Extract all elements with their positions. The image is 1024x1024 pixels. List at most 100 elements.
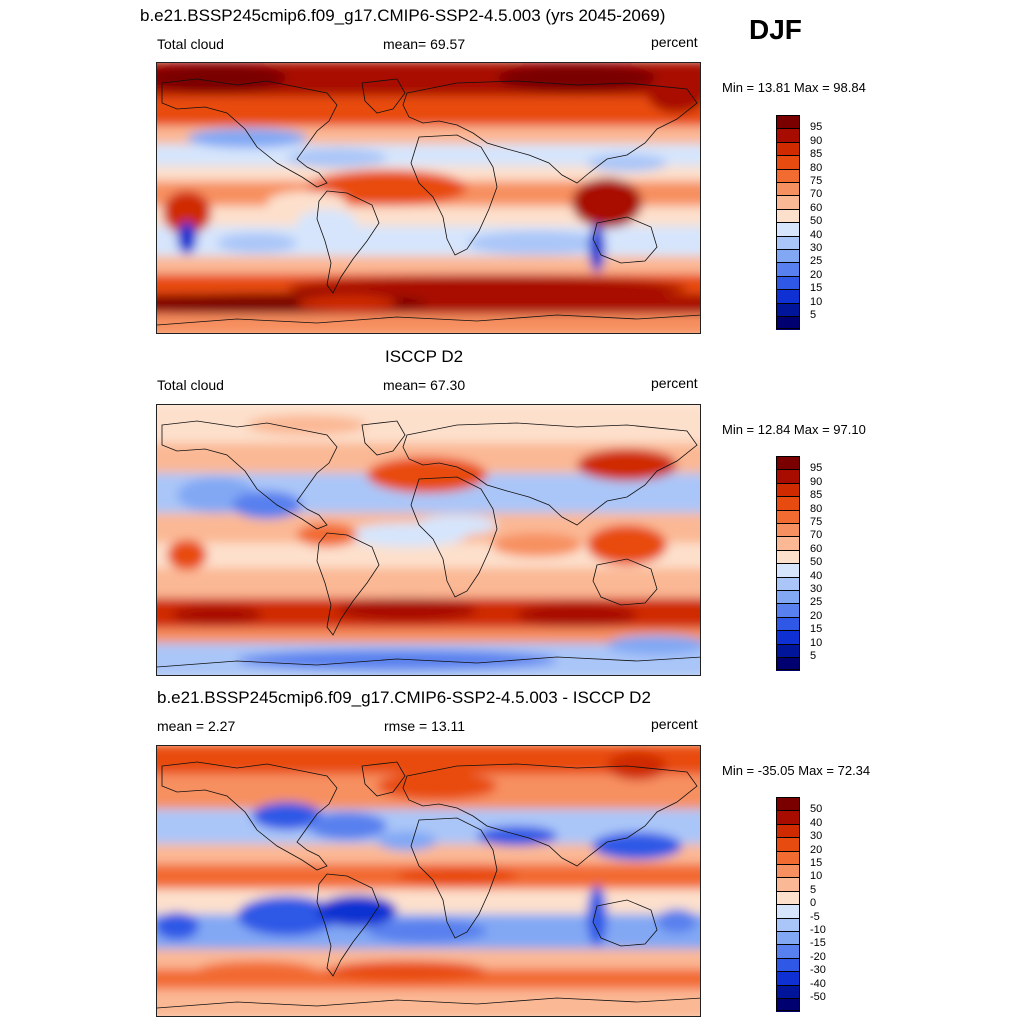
panel-2-units: percent bbox=[651, 375, 698, 391]
panel-3-minmax: Min = -35.05 Max = 72.34 bbox=[722, 763, 871, 778]
colorbar-label: 40 bbox=[810, 816, 823, 829]
colorbar-swatch bbox=[776, 643, 800, 658]
colorbar-swatch bbox=[776, 482, 800, 497]
cloud-blob bbox=[287, 148, 387, 168]
cloud-blob bbox=[587, 525, 667, 565]
cloud-blob bbox=[492, 533, 582, 557]
colorbar-swatch bbox=[776, 590, 800, 604]
colorbar-label: 20 bbox=[810, 268, 823, 281]
coastline bbox=[592, 899, 658, 947]
cloud-blob bbox=[297, 209, 357, 237]
panel-1-left-label: Total cloud bbox=[157, 36, 224, 52]
cloud-blob bbox=[647, 73, 700, 113]
coastline bbox=[161, 761, 338, 871]
coastline bbox=[410, 817, 498, 939]
panel-2-minmax: Min = 12.84 Max = 97.10 bbox=[722, 422, 866, 437]
cloud-blob bbox=[572, 178, 642, 228]
colorbar-swatch bbox=[776, 509, 800, 524]
colorbar-swatch bbox=[776, 496, 800, 511]
colorbar-swatch bbox=[776, 141, 800, 156]
coastlines bbox=[157, 78, 700, 326]
cloud-blob bbox=[232, 491, 302, 519]
colorbar-swatch bbox=[776, 810, 800, 825]
cloud-band bbox=[157, 989, 700, 1016]
cloud-band bbox=[157, 568, 700, 602]
colorbar-swatch bbox=[776, 222, 800, 237]
panel-1-map-svg bbox=[157, 63, 700, 333]
colorbar-label: 40 bbox=[810, 228, 823, 241]
colorbar-label: 0 bbox=[810, 897, 817, 910]
cloud-blob bbox=[587, 886, 607, 946]
colorbar-swatch bbox=[776, 984, 800, 999]
colorbar-label: 15 bbox=[810, 282, 823, 295]
cloud-blob bbox=[247, 415, 367, 435]
panel-3-rmse: rmse = 13.11 bbox=[384, 718, 466, 734]
colorbar-label: 70 bbox=[810, 529, 823, 542]
cloud-blob bbox=[177, 222, 197, 254]
coastline bbox=[161, 420, 338, 530]
cloud-blob bbox=[187, 128, 307, 148]
colorbar-swatch bbox=[776, 837, 800, 852]
colorbar-label: 30 bbox=[810, 242, 823, 254]
coastline bbox=[410, 476, 498, 598]
cloud-blob bbox=[157, 912, 199, 940]
colorbar-label: 85 bbox=[810, 489, 823, 502]
cloud-blob bbox=[397, 866, 517, 886]
cloud-blob bbox=[307, 170, 467, 206]
cloud-blob bbox=[607, 635, 700, 655]
colorbar-swatch bbox=[776, 797, 800, 811]
coastline bbox=[592, 216, 658, 264]
cloud-band bbox=[157, 96, 700, 130]
coastline bbox=[316, 190, 380, 294]
colorbar-label: 80 bbox=[810, 502, 823, 515]
coastline bbox=[402, 763, 698, 867]
cloud-blob bbox=[367, 919, 487, 943]
cloud-blob bbox=[607, 752, 667, 780]
panel-2-mean: mean= 67.30 bbox=[383, 377, 466, 393]
colorbar-swatch bbox=[776, 917, 800, 932]
panel-1-units: percent bbox=[651, 34, 698, 50]
coastline bbox=[316, 532, 380, 636]
colorbar-swatch bbox=[776, 850, 800, 865]
colorbar-swatch bbox=[776, 549, 800, 564]
colorbar-label: 5 bbox=[810, 883, 817, 896]
colorbar-label: 85 bbox=[810, 148, 823, 161]
colorbar-label: 30 bbox=[810, 583, 823, 595]
cloud-blob bbox=[377, 772, 497, 800]
colorbar-label: 40 bbox=[810, 569, 823, 582]
colorbar-label: 10 bbox=[810, 870, 823, 883]
colorbar-swatch bbox=[776, 115, 800, 129]
colorbar-label: -50 bbox=[810, 991, 826, 1003]
cloud-blob bbox=[237, 896, 337, 936]
colorbar-label: 20 bbox=[810, 609, 823, 622]
cloud-blob bbox=[287, 276, 687, 300]
coastline bbox=[361, 420, 406, 456]
cloud-blob bbox=[157, 64, 287, 92]
colorbar-label: 5 bbox=[810, 650, 817, 662]
cloud-blob bbox=[197, 961, 317, 981]
cloud-blob bbox=[367, 457, 487, 493]
panel-3-map-svg bbox=[157, 746, 700, 1016]
colorbar-swatch bbox=[776, 603, 800, 618]
panel-1-minmax: Min = 13.81 Max = 98.84 bbox=[722, 80, 866, 95]
cloud-blob bbox=[467, 231, 607, 255]
coastline bbox=[157, 997, 700, 1009]
colorbar-label: -5 bbox=[810, 910, 820, 923]
colorbar-label: 20 bbox=[810, 843, 823, 856]
coastline bbox=[361, 761, 406, 797]
cloud-blob bbox=[307, 812, 387, 840]
colorbar-label: 25 bbox=[810, 255, 823, 268]
colorbar-label: 10 bbox=[810, 295, 823, 308]
coastline bbox=[402, 80, 698, 184]
colorbar-swatch bbox=[776, 904, 800, 919]
colorbar-swatch bbox=[776, 128, 800, 143]
cloud-blob bbox=[517, 603, 637, 627]
panel-2-map bbox=[156, 404, 701, 676]
cloud-blob bbox=[327, 961, 487, 981]
panel-2-map-svg bbox=[157, 405, 700, 675]
colorbar-label: 95 bbox=[810, 121, 823, 134]
cloud-blob bbox=[327, 71, 447, 95]
coastline bbox=[157, 314, 700, 326]
cloud-blob bbox=[412, 144, 502, 162]
colorbar-swatch bbox=[776, 456, 800, 470]
